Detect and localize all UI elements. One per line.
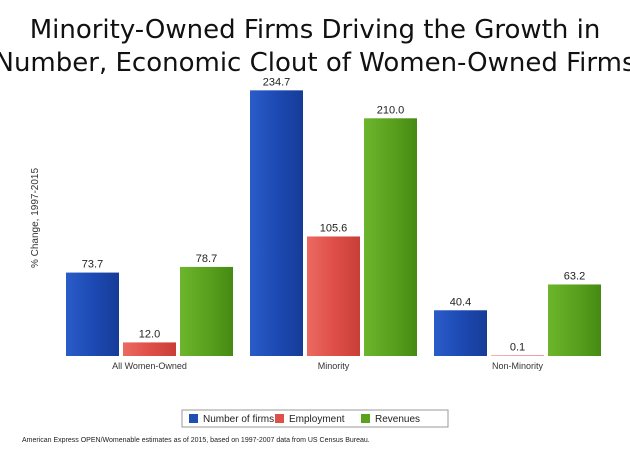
- category-label-non-minority: Non-Minority: [492, 361, 544, 371]
- legend-box: [181, 409, 449, 428]
- y-axis-label: % Change, 1997-2015: [30, 168, 41, 269]
- data-label-non-minority-number-of-firms: 40.4: [450, 296, 471, 308]
- bar-non-minority-revenues: [548, 284, 601, 356]
- bar-non-minority-number-of-firms: [434, 310, 487, 356]
- legend-label-employment: Employment: [289, 414, 345, 425]
- data-label-non-minority-employment: 0.1: [510, 342, 525, 354]
- legend-label-revenues: Revenues: [375, 414, 420, 425]
- category-labels-group: All Women-Owned Minority Non-Minority: [112, 361, 543, 371]
- data-label-minority-employment: 105.6: [320, 222, 348, 234]
- bar-minority-employment: [307, 236, 360, 356]
- bar-non-minority-employment: [491, 355, 544, 356]
- data-label-non-minority-revenues: 63.2: [564, 270, 585, 282]
- legend-swatch-employment: [275, 414, 284, 423]
- bar-minority-number-of-firms: [250, 90, 303, 357]
- bar-minority-revenues: [364, 118, 417, 356]
- legend-swatch-revenues: [361, 414, 370, 423]
- chart-title-line-1: Minority-Owned Firms Driving the Growth …: [30, 15, 601, 45]
- bar-all-women-owned-revenues: [180, 266, 233, 356]
- legend-label-number-of-firms: Number of firms: [203, 414, 274, 425]
- legend: Number of firms Employment Revenues: [181, 409, 449, 428]
- category-label-all-women-owned: All Women-Owned: [112, 361, 187, 371]
- data-label-all-women-owned-employment: 12.0: [139, 328, 160, 340]
- data-label-all-women-owned-revenues: 78.7: [196, 253, 217, 265]
- data-label-minority-revenues: 210.0: [377, 104, 405, 116]
- data-labels-group: 73.7 12.0 78.7 234.7 105.6 210.0 40.4 0.1 63.2: [82, 76, 585, 353]
- legend-swatch-number-of-firms: [189, 414, 198, 423]
- bars-group: [66, 90, 601, 357]
- bar-all-women-owned-employment: [123, 342, 176, 356]
- data-label-minority-number-of-firms: 234.7: [263, 76, 291, 88]
- data-label-all-women-owned-number-of-firms: 73.7: [82, 259, 103, 271]
- chart-title-line-2: Number, Economic Clout of Women-Owned Fi…: [0, 48, 630, 78]
- bar-all-women-owned-number-of-firms: [66, 272, 119, 356]
- category-label-minority: Minority: [318, 361, 350, 371]
- source-note: American Express OPEN/Womenable estimate…: [22, 437, 370, 444]
